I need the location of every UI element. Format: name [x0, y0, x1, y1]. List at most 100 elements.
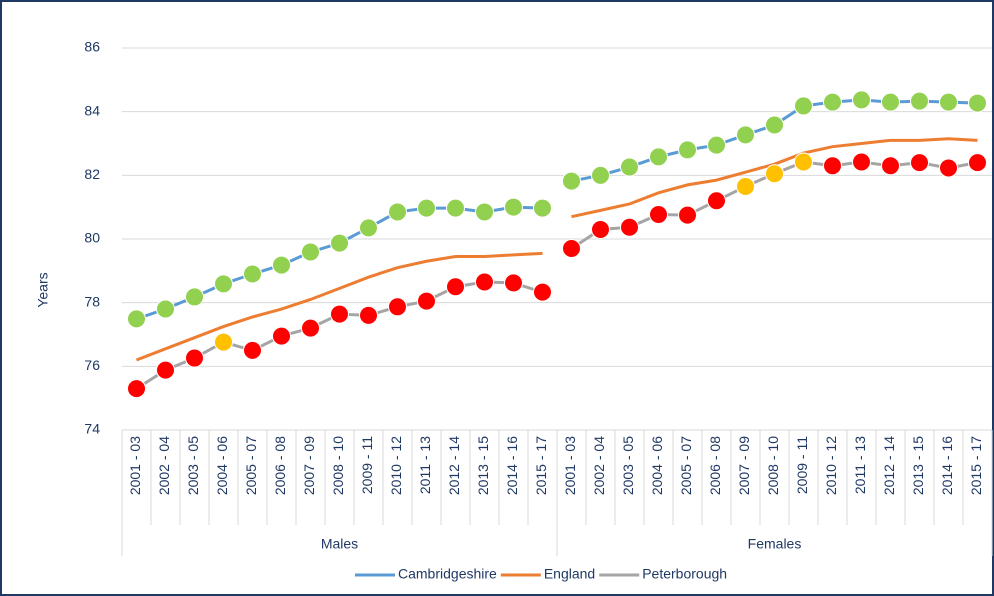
x-tick-label: 2004 - 06 — [649, 436, 665, 495]
x-tick-label: 2005 - 07 — [243, 436, 259, 495]
series-line — [135, 251, 543, 362]
x-tick-label: 2013 - 15 — [910, 436, 926, 495]
marker — [359, 305, 378, 325]
marker — [533, 282, 552, 302]
marker — [765, 164, 784, 184]
marker — [620, 157, 639, 177]
group-label: Males — [321, 536, 358, 552]
marker — [417, 198, 436, 218]
x-tick-label: 2010 - 12 — [823, 436, 839, 495]
x-tick-label: 2011 - 13 — [852, 436, 868, 494]
marker — [823, 92, 842, 112]
marker — [852, 152, 871, 172]
marker — [504, 273, 523, 293]
marker — [417, 291, 436, 311]
marker — [156, 360, 175, 380]
marker — [127, 379, 146, 399]
x-tick-label: 2007 - 09 — [736, 436, 752, 495]
marker — [475, 202, 494, 222]
marker — [881, 92, 900, 112]
marker — [185, 287, 204, 307]
marker — [794, 96, 813, 116]
marker — [301, 318, 320, 338]
legend-label: England — [544, 566, 595, 582]
marker — [591, 165, 610, 185]
marker — [939, 92, 958, 112]
y-tick-label: 76 — [84, 357, 100, 373]
x-tick-label: 2008 - 10 — [330, 436, 346, 495]
x-tick-label: 2008 - 10 — [765, 436, 781, 495]
marker — [881, 156, 900, 176]
x-tick-label: 2001 - 03 — [562, 436, 578, 495]
marker — [794, 152, 813, 172]
x-tick-label: 2014 - 16 — [939, 436, 955, 495]
marker — [736, 125, 755, 145]
marker — [533, 198, 552, 218]
series-line — [571, 137, 978, 219]
marker — [156, 299, 175, 319]
x-tick-label: 2003 - 05 — [620, 436, 636, 495]
x-tick-label: 2013 - 15 — [475, 436, 491, 495]
x-tick-label: 2001 - 03 — [127, 436, 143, 495]
legend-label: Cambridgeshire — [398, 566, 497, 582]
marker — [649, 204, 668, 224]
x-tick-label: 2009 - 11 — [359, 436, 375, 494]
x-tick-label: 2010 - 12 — [388, 436, 404, 495]
marker — [620, 217, 639, 237]
x-tick-label: 2007 - 09 — [301, 436, 317, 495]
x-tick-label: 2002 - 04 — [591, 436, 607, 495]
x-tick-label: 2012 - 14 — [881, 436, 897, 495]
marker — [330, 304, 349, 324]
x-tick-label: 2015 - 17 — [968, 436, 984, 495]
y-tick-label: 86 — [84, 39, 100, 55]
y-axis-label: Years — [35, 272, 51, 307]
x-tick-label: 2009 - 11 — [794, 436, 810, 494]
marker — [968, 153, 987, 173]
y-tick-label: 82 — [84, 166, 100, 182]
group-label: Females — [748, 536, 802, 552]
legend-label: Peterborough — [642, 566, 727, 582]
marker — [446, 277, 465, 297]
marker — [736, 176, 755, 196]
y-tick-label: 84 — [84, 102, 100, 118]
marker — [330, 233, 349, 253]
x-tick-label: 2006 - 08 — [272, 436, 288, 495]
x-tick-label: 2005 - 07 — [678, 436, 694, 495]
marker — [678, 140, 697, 160]
marker — [765, 115, 784, 135]
marker — [185, 348, 204, 368]
x-tick-label: 2003 - 05 — [185, 436, 201, 495]
marker — [707, 135, 726, 155]
marker — [910, 153, 929, 173]
x-tick-label: 2012 - 14 — [446, 436, 462, 495]
marker — [910, 91, 929, 111]
x-tick-label: 2002 - 04 — [156, 436, 172, 495]
y-tick-label: 80 — [84, 230, 100, 246]
marker — [388, 202, 407, 222]
marker — [562, 171, 581, 191]
marker — [852, 90, 871, 110]
marker — [649, 147, 668, 167]
x-tick-label: 2014 - 16 — [504, 436, 520, 495]
marker — [127, 309, 146, 329]
y-tick-label: 78 — [84, 293, 100, 309]
x-tick-label: 2011 - 13 — [417, 436, 433, 494]
marker — [214, 332, 233, 352]
marker — [968, 93, 987, 113]
marker — [562, 239, 581, 259]
marker — [446, 198, 465, 218]
marker — [272, 255, 291, 275]
x-tick-label: 2004 - 06 — [214, 436, 230, 495]
marker — [939, 158, 958, 178]
marker — [388, 297, 407, 317]
marker — [823, 156, 842, 176]
marker — [272, 326, 291, 346]
marker — [359, 218, 378, 238]
marker — [504, 197, 523, 217]
marker — [707, 191, 726, 211]
marker — [301, 242, 320, 262]
marker — [243, 264, 262, 284]
x-tick-label: 2006 - 08 — [707, 436, 723, 495]
marker — [214, 274, 233, 294]
